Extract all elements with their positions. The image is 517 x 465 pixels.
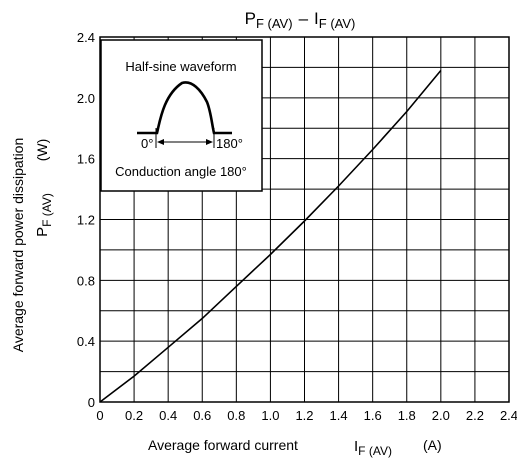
y-tick-label: 0.8	[77, 273, 95, 288]
x-tick-label: 2.0	[432, 408, 450, 423]
x-axis-unit: (A)	[423, 437, 442, 453]
inset-title: Half-sine waveform	[125, 59, 236, 74]
x-tick-label: 1.8	[398, 408, 416, 423]
y-axis-symbol-main: P	[34, 227, 51, 237]
chart-title-sub-right: F (AV)	[319, 16, 356, 31]
y-tick-label: 2.0	[77, 91, 95, 106]
x-tick-label: 0.2	[125, 408, 143, 423]
inset-label-end: 180°	[216, 136, 243, 151]
x-axis-label: Average forward current IF (AV) (A)	[148, 437, 442, 458]
half-sine-waveform-icon	[137, 81, 232, 135]
inset-box	[100, 39, 263, 192]
y-tick-label: 0.4	[77, 334, 95, 349]
inset-label-start: 0°	[141, 136, 153, 151]
y-axis-unit: (W)	[34, 139, 50, 162]
tick-labels: 0 0.2 0.4 0.6 0.8 1.0 1.2 1.4 1.6 1.8 2.0 2.2 2.4 0 0.…	[77, 30, 517, 423]
x-axis-symbol-main: I	[354, 438, 358, 455]
y-tick-label: 2.4	[77, 30, 95, 45]
x-tick-label: 0	[96, 408, 103, 423]
y-axis-label-text: Average forward power dissipation	[10, 138, 26, 353]
x-tick-label: 0.4	[159, 408, 177, 423]
series-layer	[99, 69, 442, 403]
x-tick-label: 1.2	[295, 408, 313, 423]
x-tick-label: 0.8	[227, 408, 245, 423]
y-axis-label: Average forward power dissipation	[10, 138, 26, 353]
y-axis-symbol-sub: F (AV)	[40, 193, 54, 227]
y-tick-label: 0	[88, 395, 95, 410]
x-axis-symbol: IF (AV)	[354, 438, 392, 458]
y-axis-symbol: PF (AV)	[34, 193, 54, 237]
inset-caption: Conduction angle 180°	[115, 164, 247, 179]
x-tick-label: 1.6	[364, 408, 382, 423]
svg-text:PF (AV): PF (AV)	[34, 193, 54, 237]
inset-arrowhead-left-icon	[157, 139, 164, 145]
chart-title-dash: –	[299, 9, 309, 28]
x-axis-symbol-sub: F (AV)	[358, 444, 392, 458]
y-tick-label: 1.2	[77, 213, 95, 228]
x-tick-label: 2.4	[500, 408, 517, 423]
x-tick-label: 1.4	[330, 408, 348, 423]
inset-arrowhead-right-icon	[206, 139, 213, 145]
x-tick-label: 1.0	[261, 408, 279, 423]
chart-title: PF (AV) – IF (AV)	[245, 9, 356, 31]
chart-title-sub-left: F (AV)	[256, 16, 293, 31]
chart-title-main-left: P	[245, 9, 256, 28]
y-axis-unit-text: (W)	[34, 139, 50, 162]
inset-waveform-box: Half-sine waveform 0° 180° Conduction an…	[100, 39, 263, 192]
y-tick-label: 1.6	[77, 152, 95, 167]
x-tick-label: 2.2	[466, 408, 484, 423]
x-tick-label: 0.6	[193, 408, 211, 423]
x-axis-label-text: Average forward current	[148, 437, 298, 453]
plot-frame	[99, 36, 510, 403]
chart-title-main-right: I	[314, 9, 319, 28]
series-line	[99, 69, 442, 403]
